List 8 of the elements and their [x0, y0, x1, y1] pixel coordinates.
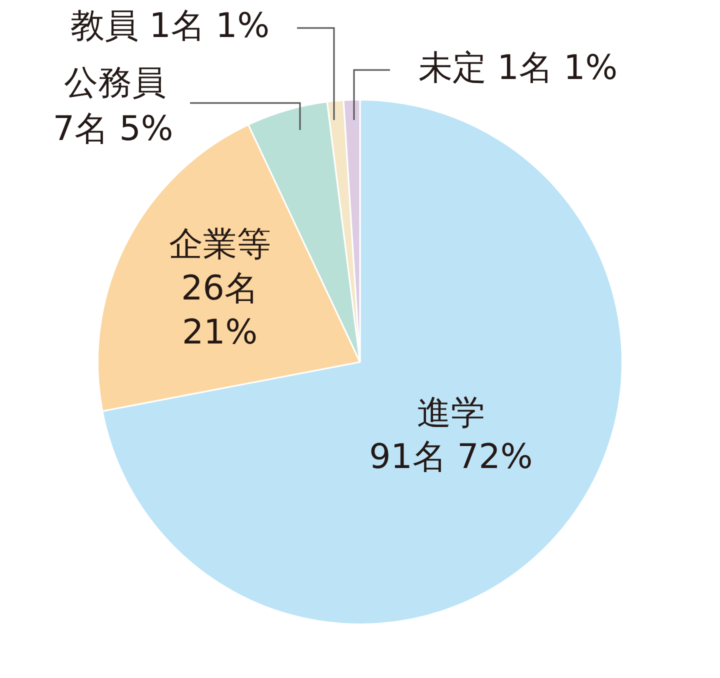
- slice-label: 未定 1名 1%: [418, 48, 618, 88]
- slice-label: 教員 1名 1%: [70, 6, 270, 46]
- data-label: 7名 5%: [52, 108, 174, 149]
- slice-label: 進学: [416, 393, 485, 434]
- data-label: 91名 72%: [369, 437, 533, 478]
- slice-label: 公務員: [64, 62, 166, 103]
- slice-label: 企業等: [168, 224, 271, 264]
- data-label: 26名 21%: [181, 268, 258, 352]
